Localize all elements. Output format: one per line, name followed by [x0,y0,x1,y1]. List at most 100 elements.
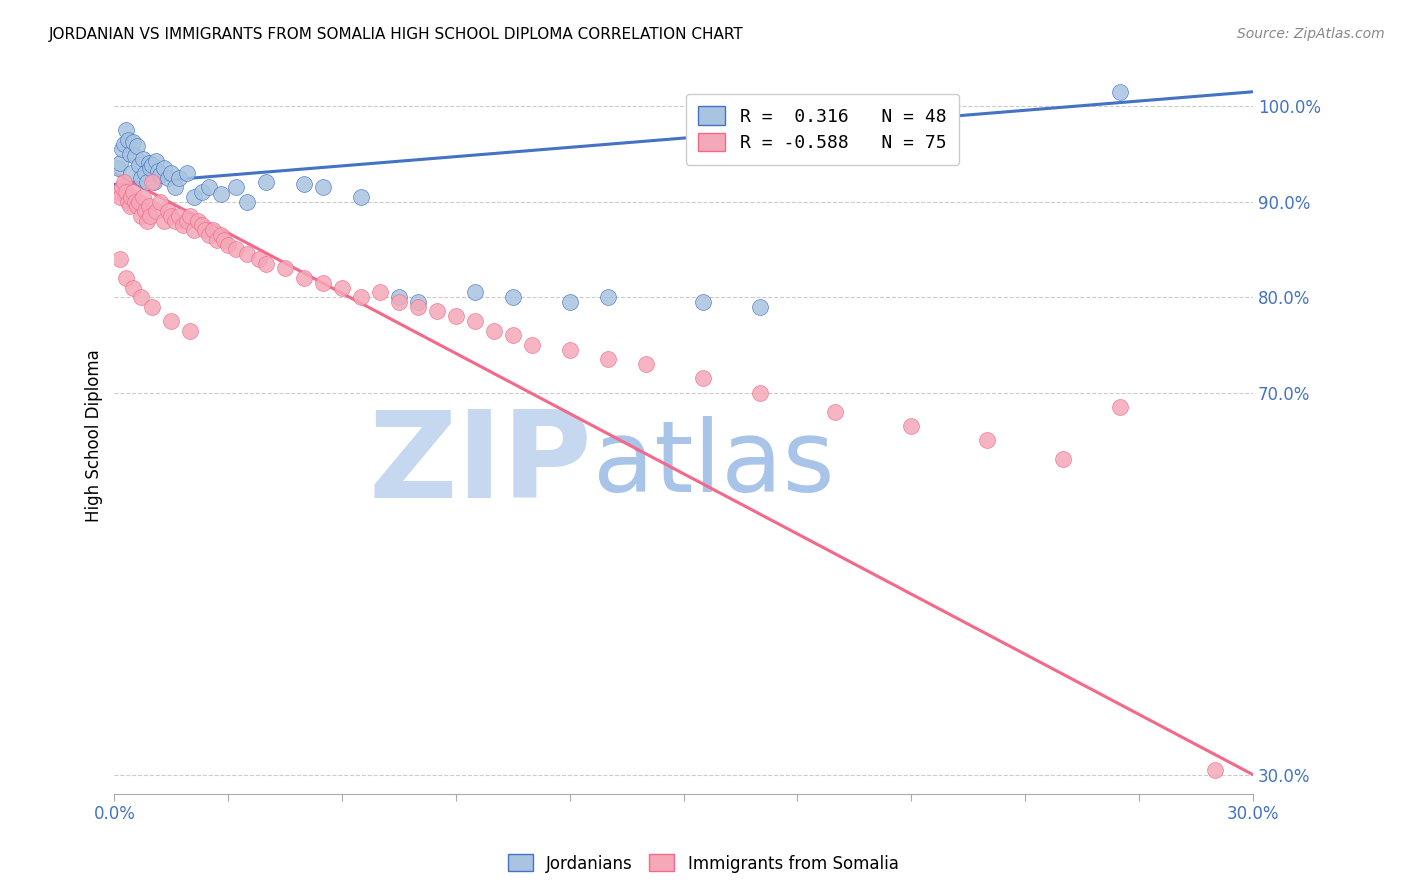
Point [464,285,486,300]
Point [135,176,157,190]
Point [1204,763,1226,777]
Point [254,176,277,190]
Point [464,314,486,328]
Point [444,309,467,323]
Point [1109,85,1132,99]
Point [198,227,221,242]
Point [976,434,998,448]
Point [117,132,139,146]
Point [388,290,411,304]
Point [824,405,846,419]
Point [209,227,232,242]
Point [139,209,162,223]
Point [156,204,179,219]
Point [118,146,141,161]
Legend: Jordanians, Immigrants from Somalia: Jordanians, Immigrants from Somalia [501,847,905,880]
Point [118,199,141,213]
Point [128,158,150,172]
Point [145,204,167,219]
Point [149,168,172,182]
Point [124,194,146,209]
Point [190,219,212,233]
Point [1052,452,1074,467]
Point [692,371,714,385]
Point [634,357,657,371]
Point [179,324,201,338]
Point [167,209,190,223]
Point [426,304,449,318]
Point [187,213,209,227]
Point [160,166,183,180]
Point [368,285,391,300]
Point [558,294,581,309]
Point [149,194,172,209]
Point [482,324,505,338]
Point [165,180,187,194]
Point [183,190,205,204]
Point [160,314,183,328]
Point [145,154,167,169]
Point [254,257,277,271]
Point [129,290,152,304]
Point [108,190,131,204]
Point [122,280,145,294]
Point [132,152,155,166]
Point [312,276,335,290]
Point [156,170,179,185]
Point [108,252,131,266]
Point [112,137,135,152]
Point [112,176,135,190]
Point [236,247,259,261]
Point [330,280,353,294]
Point [406,294,429,309]
Point [217,237,239,252]
Point [134,166,156,180]
Point [198,180,221,194]
Text: JORDANIAN VS IMMIGRANTS FROM SOMALIA HIGH SCHOOL DIPLOMA CORRELATION CHART: JORDANIAN VS IMMIGRANTS FROM SOMALIA HIG… [49,27,744,42]
Y-axis label: High School Diploma: High School Diploma [86,349,103,522]
Point [520,338,543,352]
Point [176,213,198,227]
Point [214,233,236,247]
Point [122,185,145,199]
Point [114,185,136,199]
Point [312,180,335,194]
Point [388,294,411,309]
Text: ZIP: ZIP [368,406,592,523]
Point [138,199,160,213]
Text: atlas: atlas [592,416,834,513]
Point [406,300,429,314]
Point [225,180,247,194]
Point [190,185,212,199]
Point [141,300,163,314]
Point [205,233,228,247]
Point [172,219,194,233]
Point [183,223,205,237]
Point [274,261,297,276]
Point [141,176,163,190]
Point [128,194,150,209]
Point [114,123,136,137]
Point [194,223,217,237]
Point [124,149,146,163]
Point [1109,400,1132,414]
Point [292,271,315,285]
Point [117,194,139,209]
Point [129,209,152,223]
Point [502,328,524,343]
Point [138,156,160,170]
Point [107,185,129,199]
Point [111,180,134,194]
Point [114,271,136,285]
Point [107,161,129,176]
Point [350,190,373,204]
Point [143,176,166,190]
Point [350,290,373,304]
Point [134,204,156,219]
Point [132,190,155,204]
Point [225,243,247,257]
Point [111,142,134,156]
Point [121,166,143,180]
Point [127,199,149,213]
Point [146,164,169,178]
